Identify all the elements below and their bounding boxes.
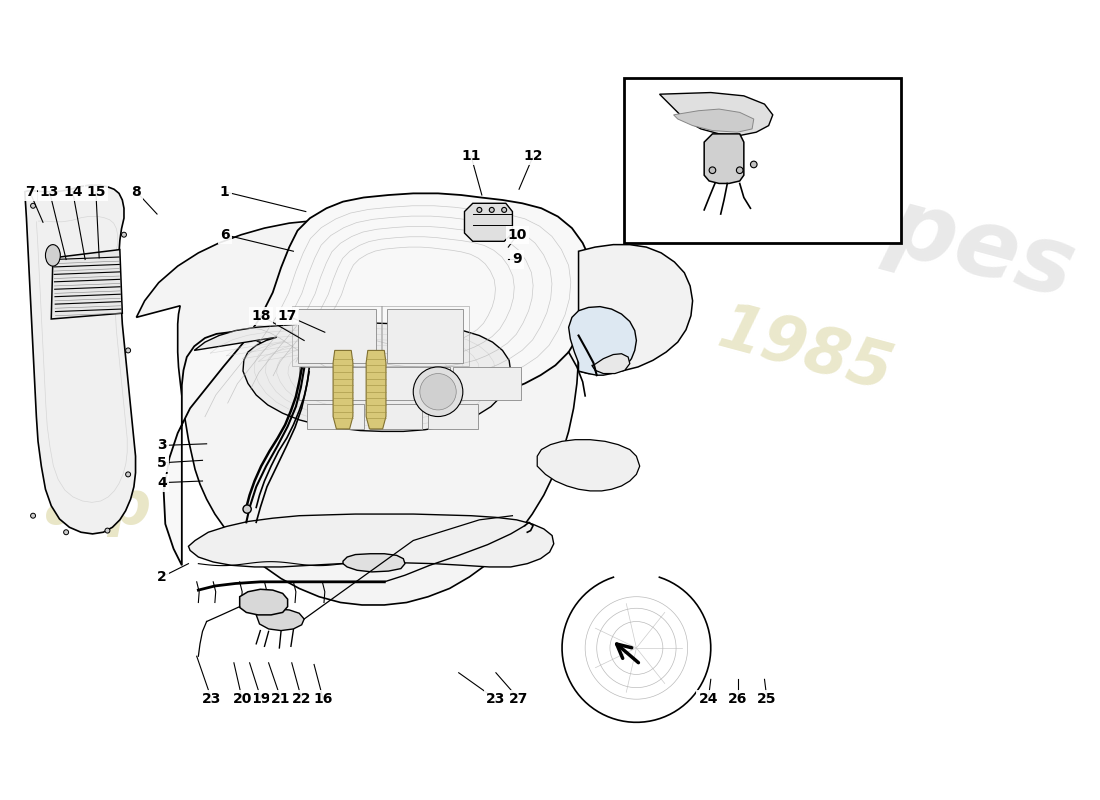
Circle shape <box>64 530 68 534</box>
Polygon shape <box>453 367 520 400</box>
Polygon shape <box>464 203 513 242</box>
Text: 16: 16 <box>314 692 333 706</box>
Text: 1: 1 <box>220 185 230 198</box>
Polygon shape <box>537 440 640 491</box>
Circle shape <box>477 207 482 212</box>
Circle shape <box>736 167 743 174</box>
Polygon shape <box>660 93 773 135</box>
Text: 24: 24 <box>698 692 718 706</box>
Text: 1985: 1985 <box>711 298 899 403</box>
Text: 7: 7 <box>25 185 34 198</box>
Text: 17: 17 <box>278 309 297 322</box>
Polygon shape <box>579 245 693 374</box>
Polygon shape <box>343 554 405 572</box>
Text: 14: 14 <box>63 185 82 198</box>
Circle shape <box>125 348 131 353</box>
Text: 4: 4 <box>157 476 167 490</box>
Polygon shape <box>371 404 421 429</box>
Text: 27: 27 <box>509 692 529 706</box>
Polygon shape <box>333 350 353 429</box>
Circle shape <box>243 505 251 514</box>
Text: 21: 21 <box>272 692 290 706</box>
Text: 23: 23 <box>202 692 221 706</box>
Text: 25: 25 <box>757 692 777 706</box>
Text: 10: 10 <box>508 228 527 242</box>
Polygon shape <box>297 309 376 363</box>
Text: a p: a p <box>45 478 152 537</box>
Text: 8: 8 <box>132 185 141 198</box>
Polygon shape <box>704 134 744 183</box>
Polygon shape <box>308 404 364 429</box>
Ellipse shape <box>45 245 60 266</box>
Polygon shape <box>195 323 510 431</box>
Polygon shape <box>382 367 450 400</box>
Text: 15: 15 <box>86 185 106 198</box>
Polygon shape <box>569 306 637 375</box>
Text: europes: europes <box>645 118 1085 318</box>
Text: 2: 2 <box>157 570 167 584</box>
Polygon shape <box>299 367 372 400</box>
Circle shape <box>750 161 757 168</box>
Polygon shape <box>136 218 579 605</box>
Text: 22: 22 <box>292 692 311 706</box>
Text: 6: 6 <box>220 228 230 242</box>
Circle shape <box>420 374 456 410</box>
Polygon shape <box>240 590 287 615</box>
Text: 9: 9 <box>513 253 522 266</box>
Polygon shape <box>428 404 477 429</box>
Circle shape <box>710 167 716 174</box>
Polygon shape <box>592 354 630 374</box>
Polygon shape <box>188 514 553 567</box>
Text: 13: 13 <box>40 185 59 198</box>
Polygon shape <box>256 609 305 630</box>
Polygon shape <box>164 194 593 566</box>
Text: 12: 12 <box>524 149 542 163</box>
Text: 18: 18 <box>252 309 271 322</box>
Polygon shape <box>673 109 754 132</box>
Polygon shape <box>52 250 122 319</box>
Polygon shape <box>387 309 463 363</box>
Text: 26: 26 <box>728 692 748 706</box>
Circle shape <box>31 514 35 518</box>
Polygon shape <box>366 350 386 429</box>
Circle shape <box>31 203 35 208</box>
Text: 11: 11 <box>461 149 481 163</box>
Text: 3: 3 <box>157 438 167 453</box>
Text: 5: 5 <box>157 456 167 470</box>
Polygon shape <box>25 185 135 534</box>
Circle shape <box>414 367 463 417</box>
Text: 19: 19 <box>252 692 271 706</box>
Text: 23: 23 <box>486 692 506 706</box>
Circle shape <box>104 528 110 533</box>
Circle shape <box>502 207 507 212</box>
Bar <box>624 78 901 243</box>
Circle shape <box>125 472 131 477</box>
Circle shape <box>121 232 126 237</box>
Text: 20: 20 <box>232 692 252 706</box>
Circle shape <box>490 207 494 212</box>
